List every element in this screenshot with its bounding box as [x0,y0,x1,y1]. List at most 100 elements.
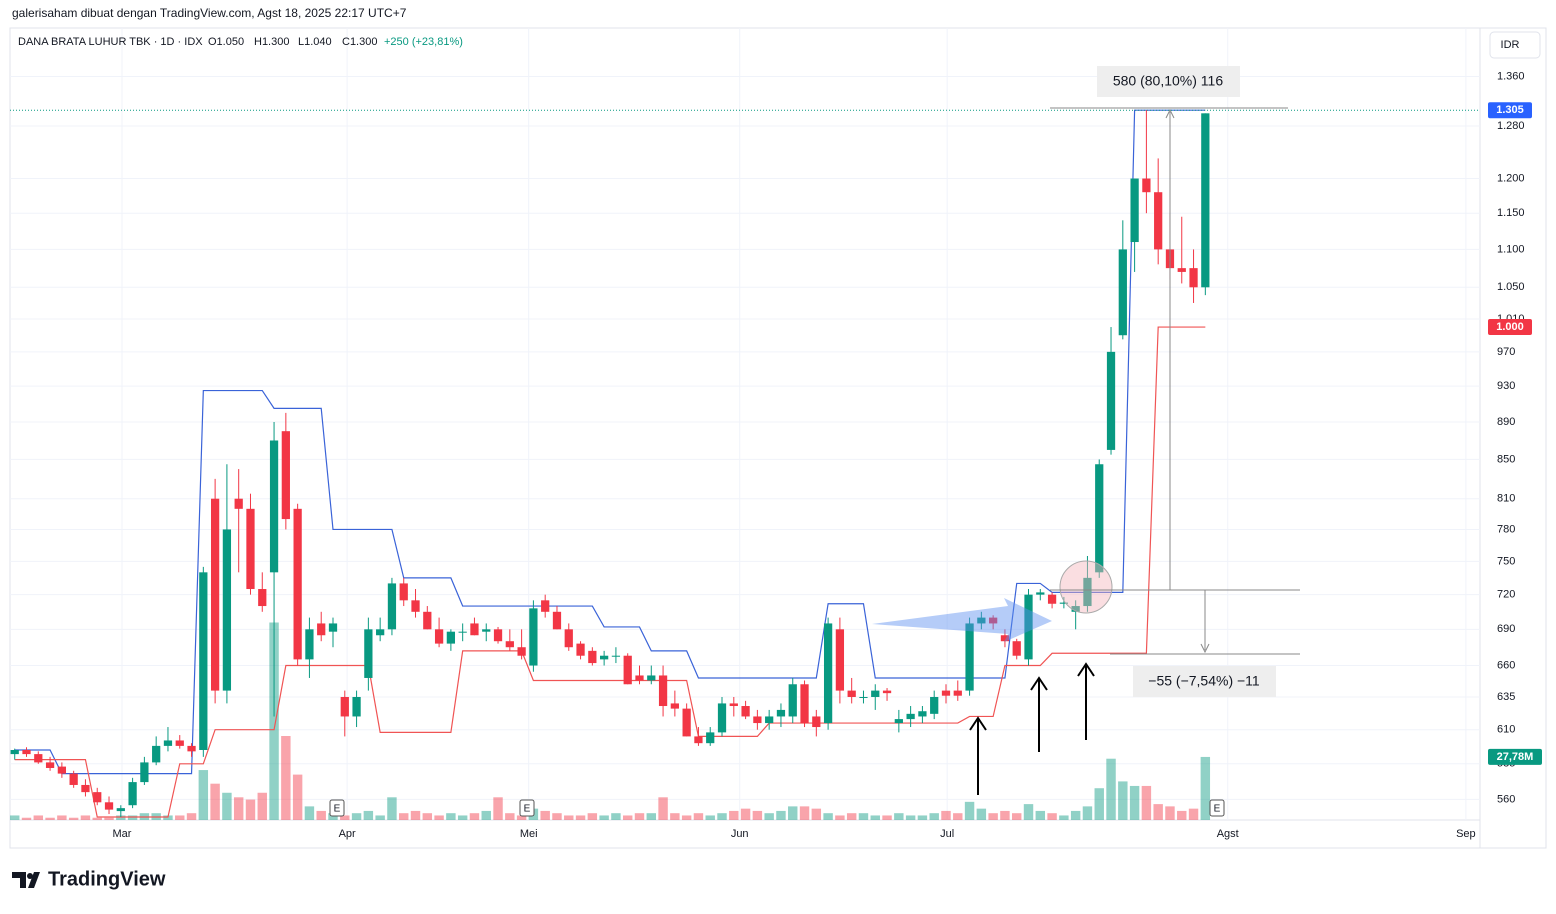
event-label: E [524,804,531,815]
candle-body [128,782,137,806]
currency[interactable]: IDR [1501,39,1520,51]
candle-body [1142,178,1151,193]
event-label: E [334,804,341,815]
volume-bar [1082,806,1093,820]
candle-body [941,690,951,696]
candle-body [1106,351,1116,450]
volume-bar [1165,806,1175,820]
volume-bar [281,736,291,820]
volume-bar [540,810,550,820]
candle-body [81,784,90,793]
volume-bar [45,817,55,820]
volume-bar [210,783,220,820]
candle-body [34,754,43,763]
volume-bar [481,810,491,820]
candle-body [364,629,373,678]
volume-bar [186,813,197,820]
candle-body [871,690,880,697]
volume-bar [1188,808,1199,820]
volume-bar [410,810,421,820]
volume-bar [104,817,114,820]
candle-body [175,740,184,746]
volume-bar [846,813,857,820]
y-tick-label: 690 [1497,623,1515,635]
drawn-circle [1059,560,1113,614]
candle-body [788,684,797,717]
volume-bar [505,813,515,820]
volume-bar [953,813,963,820]
candle-body [635,675,644,681]
volume-bar [363,810,374,820]
candle-body [894,719,903,724]
volume-bar [57,815,67,820]
candle-body [670,703,679,709]
volume-bar [622,815,633,820]
candle-body [187,745,196,752]
candle-body [611,655,621,657]
volume-bar [776,810,786,820]
candle-body [281,431,290,520]
candle-body [647,675,656,681]
volume-bar [1106,758,1116,820]
candle-body [482,629,491,632]
volume-bar [493,797,503,820]
y-tick-label: 1.050 [1497,281,1525,293]
candle-body [246,508,255,590]
volume-bar [717,813,727,820]
price-label: 1.305 [1496,104,1524,116]
volume-label-box [1488,748,1542,765]
volume-bar [799,806,810,820]
volume-bar [457,815,468,820]
candle-body [152,745,161,763]
volume-bar [328,813,338,820]
x-tick-label: Agst [1217,828,1239,840]
volume-bar [681,815,692,820]
volume-bar [375,815,385,820]
volume-bar [1035,810,1046,820]
candle-body [729,703,738,707]
volume-bar [1000,810,1010,820]
y-tick-label: 720 [1497,589,1515,601]
candle-body [918,711,927,717]
candle-body [234,498,243,509]
volume-bar [752,810,763,820]
volume-bar [1118,781,1128,820]
volume-bar [929,813,939,820]
candle-body [600,655,609,660]
volume-bar [304,806,315,820]
candle-body [69,773,78,785]
currency-button[interactable] [1489,31,1541,59]
candle-body [222,529,232,691]
candle-body [576,643,585,656]
volume-bar [941,810,951,820]
candle-body [411,600,420,612]
event-box [329,799,345,817]
candle-body [305,629,314,660]
volume-bar [646,813,656,820]
candle-body [399,583,408,601]
candle-body [1177,268,1186,272]
volume-bar [269,622,279,820]
volume-bar [175,815,185,820]
volume-bar [634,813,645,820]
measure-label: −55 (−7,54%) −11 [1148,673,1260,689]
candle-body [1083,577,1092,607]
volume-bar [658,797,668,820]
candle-body [953,690,962,696]
candle-body [493,629,503,642]
volume-bar [976,808,987,820]
y-tick-label: 1.150 [1497,207,1525,219]
volume-bar [917,815,928,820]
candle-body [529,608,538,666]
candle-body [930,696,939,714]
candle-body [1071,606,1080,612]
event-box [1209,799,1225,817]
y-tick-label: 890 [1497,416,1515,428]
volume-bar [257,792,267,820]
volume-bar [1059,815,1069,820]
volume-bar [387,797,397,820]
candle-body [163,740,173,746]
y-tick-label: 1.360 [1497,70,1525,82]
volume-bar [552,813,562,820]
candle-body [57,766,66,774]
